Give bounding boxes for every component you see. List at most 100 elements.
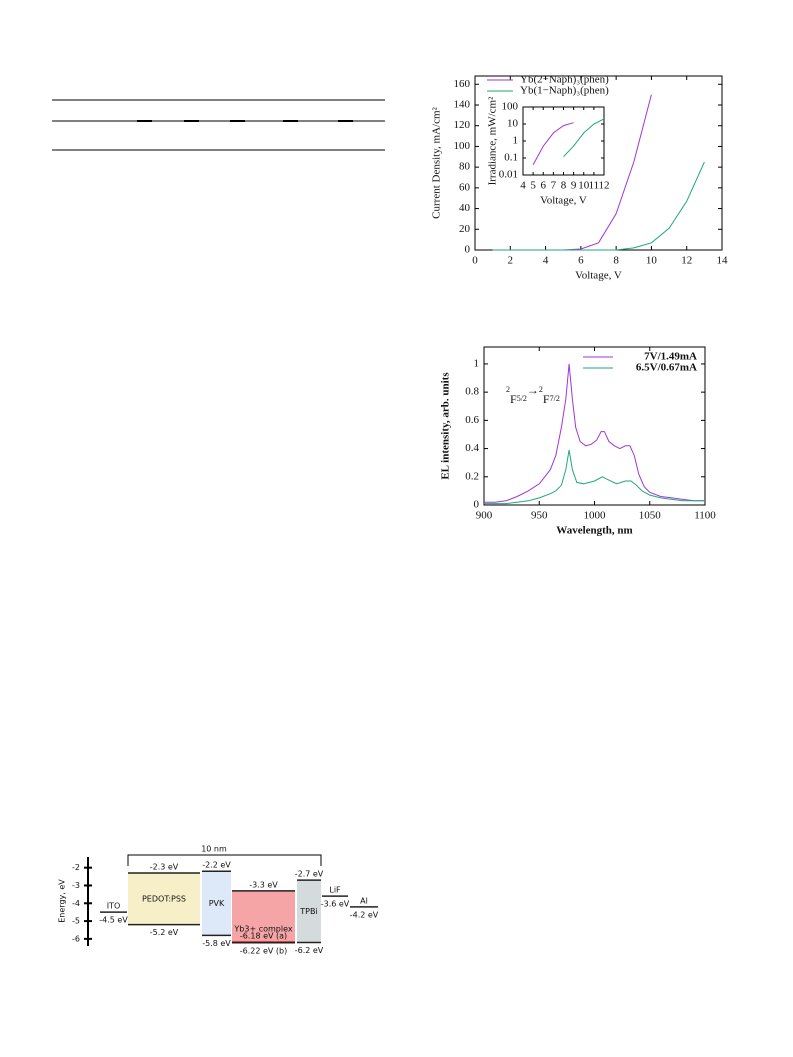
x-tick-label: 9 [571, 180, 577, 192]
y-tick-label: 0.01 [499, 169, 518, 181]
series-line [484, 363, 705, 503]
x-tick-label: 2 [508, 255, 514, 267]
y-tick-label: 120 [454, 119, 471, 131]
layer-name: PEDOT:PSS [142, 894, 186, 903]
y-tick-label: 0.4 [465, 442, 479, 454]
annotation-part: 2 [539, 385, 543, 394]
layer-name: PVK [209, 899, 225, 908]
chart: 0 2 4 6 8 10 12 14020406080100120140160Voltage,… [431, 74, 728, 282]
y-tick-label: 0.1 [504, 152, 518, 164]
x-tick-label: 5 [530, 180, 536, 192]
level-label: -5.2 eV [150, 928, 179, 937]
x-tick-label: 1000 [584, 510, 607, 522]
level-label: -6.2 eV [295, 946, 324, 955]
series-line [484, 449, 705, 505]
y-tick-label: -4 [72, 899, 80, 908]
x-tick-label: 12 [681, 255, 692, 267]
x-tick-label: 6 [541, 180, 547, 192]
thickness-label: 10 nm [201, 845, 227, 854]
series-line [492, 161, 705, 251]
x-tick-label: 8 [561, 180, 567, 192]
y-axis-label: EL intensity, arb. units [440, 372, 452, 480]
y-tick-label: 0.8 [465, 386, 479, 398]
x-axis-label: Voltage, V [575, 270, 622, 282]
legend-label: 6.5V/0.67mA [636, 362, 697, 374]
annotation-part: F [510, 392, 517, 406]
y-tick-label: -3 [72, 881, 80, 890]
y-tick-label: 160 [454, 78, 471, 90]
level-label: -5.8 eV [202, 939, 231, 948]
x-tick-label: 11 [589, 180, 600, 192]
annotation-part: 2 [506, 385, 510, 394]
x-tick-label: 8 [613, 255, 619, 267]
series-line [532, 122, 574, 166]
series-line [563, 118, 605, 158]
x-tick-label: 4 [543, 255, 549, 267]
x-tick-label: 7 [551, 180, 557, 192]
y-axis-label: Energy, eV [58, 879, 67, 923]
level-label: -4.5 eV [99, 916, 128, 925]
annotation-part: 7/2 [550, 394, 560, 403]
y-tick-label: 100 [502, 101, 519, 113]
layer-band [202, 871, 231, 936]
x-tick-label: 6 [578, 255, 584, 267]
level-label: -2.7 eV [295, 870, 324, 879]
layer-band [297, 880, 321, 943]
x-tick-label: 0 [472, 255, 478, 267]
x-tick-label: 4 [520, 180, 526, 192]
y-tick-label: 0.2 [465, 470, 479, 482]
level-label: -6.18 eV (a) [240, 932, 287, 941]
inset-background [523, 107, 604, 175]
y-tick-label: 80 [459, 161, 471, 173]
y-axis-label: Current Density, mA/cm² [431, 106, 443, 218]
level-label: -2.2 eV [202, 861, 231, 870]
layer-name: Yb3+ complex [233, 924, 292, 933]
y-tick-label: 140 [454, 99, 471, 111]
y-tick-label: -5 [72, 917, 80, 926]
chart: 900 950 1000 1050 1100 0 0.2 0.4 0.6 0.8 1 Waveleng… [440, 346, 716, 537]
y-tick-label: 20 [459, 223, 471, 235]
x-tick-label: 12 [599, 180, 610, 192]
layer-band [232, 890, 295, 943]
layer-band [128, 873, 200, 925]
layer-name: Al [360, 896, 368, 905]
x-tick-label: 10 [578, 180, 590, 192]
level-label: -4.2 eV [350, 910, 379, 919]
legend-label: 7V/1.49mA [644, 351, 697, 363]
annotation-part: 5/2 [517, 394, 527, 403]
x-axis-label: Wavelength, nm [556, 525, 632, 537]
y-tick-label: 0 [465, 244, 471, 256]
y-tick-label: 0.6 [465, 414, 479, 426]
level-label: -2.3 eV [150, 863, 179, 872]
legend-label: Yb(1−Naph)₃(phen) [520, 85, 609, 97]
annotation: 2F5/2→2F7/2 [506, 383, 560, 406]
y-tick-label: 40 [459, 202, 471, 214]
table-rules [52, 99, 385, 151]
x-tick-label: 1050 [639, 510, 662, 522]
energy-diagram: -2 -3 -4 -5 -6 Energy, eV 10 nm ITO -4.5 eV PEDOT… [58, 845, 379, 956]
level-label: -6.22 eV (b) [240, 946, 288, 955]
thickness-bracket [127, 854, 322, 866]
y-tick-label: 60 [459, 181, 471, 193]
layer-name: ITO [107, 902, 121, 911]
x-tick-label: 10 [646, 255, 658, 267]
layer-name: LiF [329, 886, 341, 895]
y-tick-label: 10 [507, 118, 519, 130]
x-tick-label: 1100 [694, 510, 716, 522]
x-tick-label: 14 [717, 255, 729, 267]
annotation-part: F [543, 392, 550, 406]
annotation-part: → [527, 383, 539, 397]
x-tick-label: 950 [531, 510, 548, 522]
x-tick-label: 900 [476, 510, 493, 522]
x-axis-label: Voltage, V [540, 195, 587, 207]
level-label: -3.3 eV [249, 880, 278, 889]
legend-label: Yb(2−Naph)₃(phen) [520, 74, 609, 86]
level-label: -3.6 eV [321, 900, 350, 909]
y-tick-label: 100 [454, 140, 471, 152]
y-tick-label: 1 [513, 135, 519, 147]
y-tick-label: 1 [474, 357, 480, 369]
y-tick-label: -6 [72, 934, 80, 943]
y-axis-label: Irradiance, mW/cm² [487, 96, 499, 186]
